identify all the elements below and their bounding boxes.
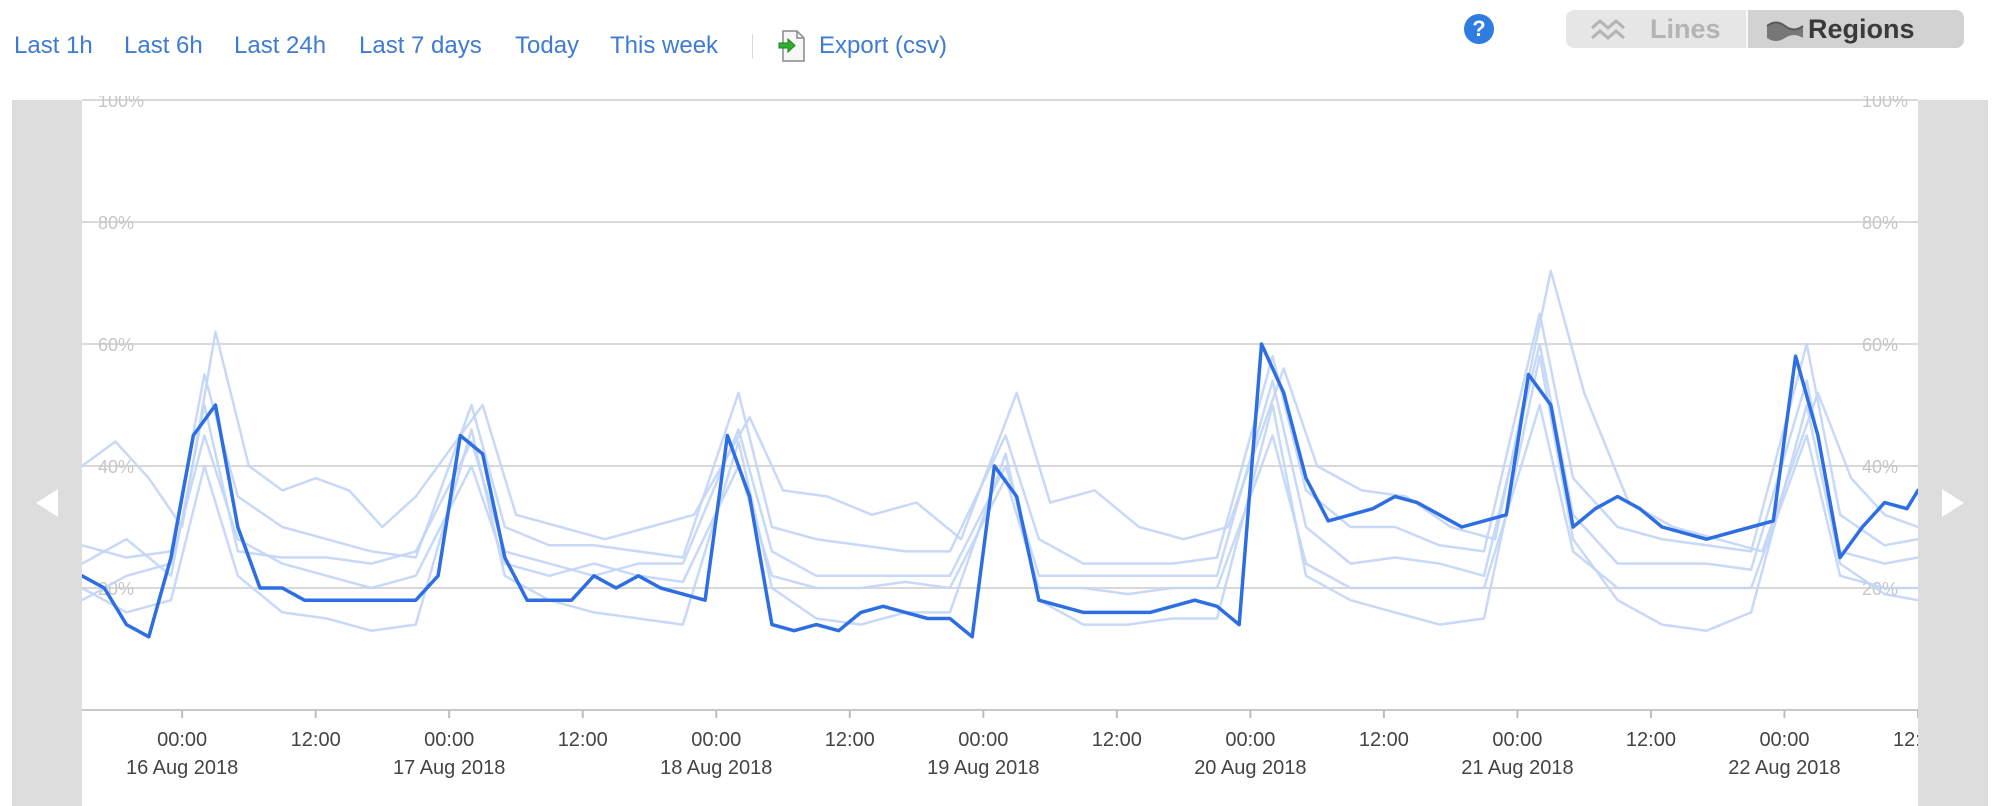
x-tick-time-label: 00:00 bbox=[157, 729, 207, 751]
y-tick-label-left: 80% bbox=[98, 213, 134, 233]
view-mode-toggle: Lines Regions bbox=[1566, 10, 1964, 48]
regions-toggle-label: Regions bbox=[1808, 14, 1915, 44]
y-tick-label-right: 100% bbox=[1862, 96, 1908, 111]
x-tick-time-label: 12:00 bbox=[558, 729, 608, 751]
y-tick-label-right: 40% bbox=[1862, 457, 1898, 477]
x-tick-date-label: 16 Aug 2018 bbox=[126, 757, 238, 779]
x-tick-time-label: 00:00 bbox=[1759, 729, 1809, 751]
x-tick-date-label: 20 Aug 2018 bbox=[1194, 757, 1306, 779]
x-tick-time-label: 12:00 bbox=[1092, 729, 1142, 751]
y-tick-label-left: 40% bbox=[98, 457, 134, 477]
toolbar-separator bbox=[752, 34, 753, 58]
usage-line-chart[interactable]: 20% 20%40% 40%60% 60%80% 80%100% 100%00:0016 … bbox=[0, 96, 2002, 790]
x-tick-time-label: 12:00 bbox=[291, 729, 341, 751]
x-tick-time-label: 12:00 bbox=[1359, 729, 1409, 751]
range-last-7-days[interactable]: Last 7 days bbox=[359, 32, 482, 59]
lines-toggle-button[interactable]: Lines bbox=[1566, 10, 1746, 48]
y-tick-label-left: 60% bbox=[98, 335, 134, 355]
x-tick-time-label: 12:00 bbox=[1626, 729, 1676, 751]
series-line-primary bbox=[80, 342, 1920, 639]
series-line bbox=[80, 269, 1920, 553]
y-tick-label-right: 60% bbox=[1862, 335, 1898, 355]
x-tick-time-label: 00:00 bbox=[1225, 729, 1275, 751]
x-tick-time-label: 00:00 bbox=[958, 729, 1008, 751]
lines-toggle-label: Lines bbox=[1650, 14, 1721, 44]
chart-area: 20% 20% 40% 40% 60% 60% 80% 80% 100% 100% 00:00 16 … bbox=[0, 96, 2002, 806]
toolbar: Last 1h Last 6h Last 24h Last 7 days Tod… bbox=[0, 0, 1100, 90]
left-triangle-icon bbox=[36, 489, 58, 517]
right-triangle-icon bbox=[1942, 489, 1964, 517]
regions-chart-icon bbox=[1766, 21, 1804, 41]
lines-chart-icon bbox=[1591, 19, 1625, 40]
x-tick-date-label: 18 Aug 2018 bbox=[660, 757, 772, 779]
range-this-week[interactable]: This week bbox=[610, 32, 719, 59]
export-csv-link[interactable]: Export (csv) bbox=[819, 32, 948, 59]
series-line bbox=[80, 312, 1920, 565]
x-tick-date-label: 19 Aug 2018 bbox=[927, 757, 1039, 779]
export-csv-icon[interactable] bbox=[778, 30, 806, 62]
range-last-24h[interactable]: Last 24h bbox=[234, 32, 327, 59]
x-tick-time-label: 00:00 bbox=[1492, 729, 1542, 751]
y-tick-label-right: 80% bbox=[1862, 213, 1898, 233]
x-tick-time-label: 00:00 bbox=[691, 729, 741, 751]
x-tick-time-label: 12:00 bbox=[825, 729, 875, 751]
x-tick-date-label: 17 Aug 2018 bbox=[393, 757, 505, 779]
range-today[interactable]: Today bbox=[515, 32, 580, 59]
y-tick-label-left: 100% bbox=[98, 96, 144, 111]
series-line bbox=[80, 354, 1920, 632]
toggle-divider bbox=[1746, 10, 1748, 48]
x-tick-date-label: 22 Aug 2018 bbox=[1728, 757, 1840, 779]
series-line bbox=[80, 342, 1920, 578]
help-icon[interactable]: ? bbox=[1464, 14, 1494, 44]
scroll-forward-button[interactable] bbox=[1918, 196, 1988, 806]
range-last-6h[interactable]: Last 6h bbox=[124, 32, 203, 59]
regions-toggle-button[interactable]: Regions bbox=[1748, 10, 1964, 48]
scroll-back-button[interactable] bbox=[12, 196, 82, 806]
series-line bbox=[80, 403, 1920, 602]
range-last-1h[interactable]: Last 1h bbox=[14, 32, 93, 59]
x-tick-date-label: 21 Aug 2018 bbox=[1461, 757, 1573, 779]
x-tick-time-label: 00:00 bbox=[424, 729, 474, 751]
